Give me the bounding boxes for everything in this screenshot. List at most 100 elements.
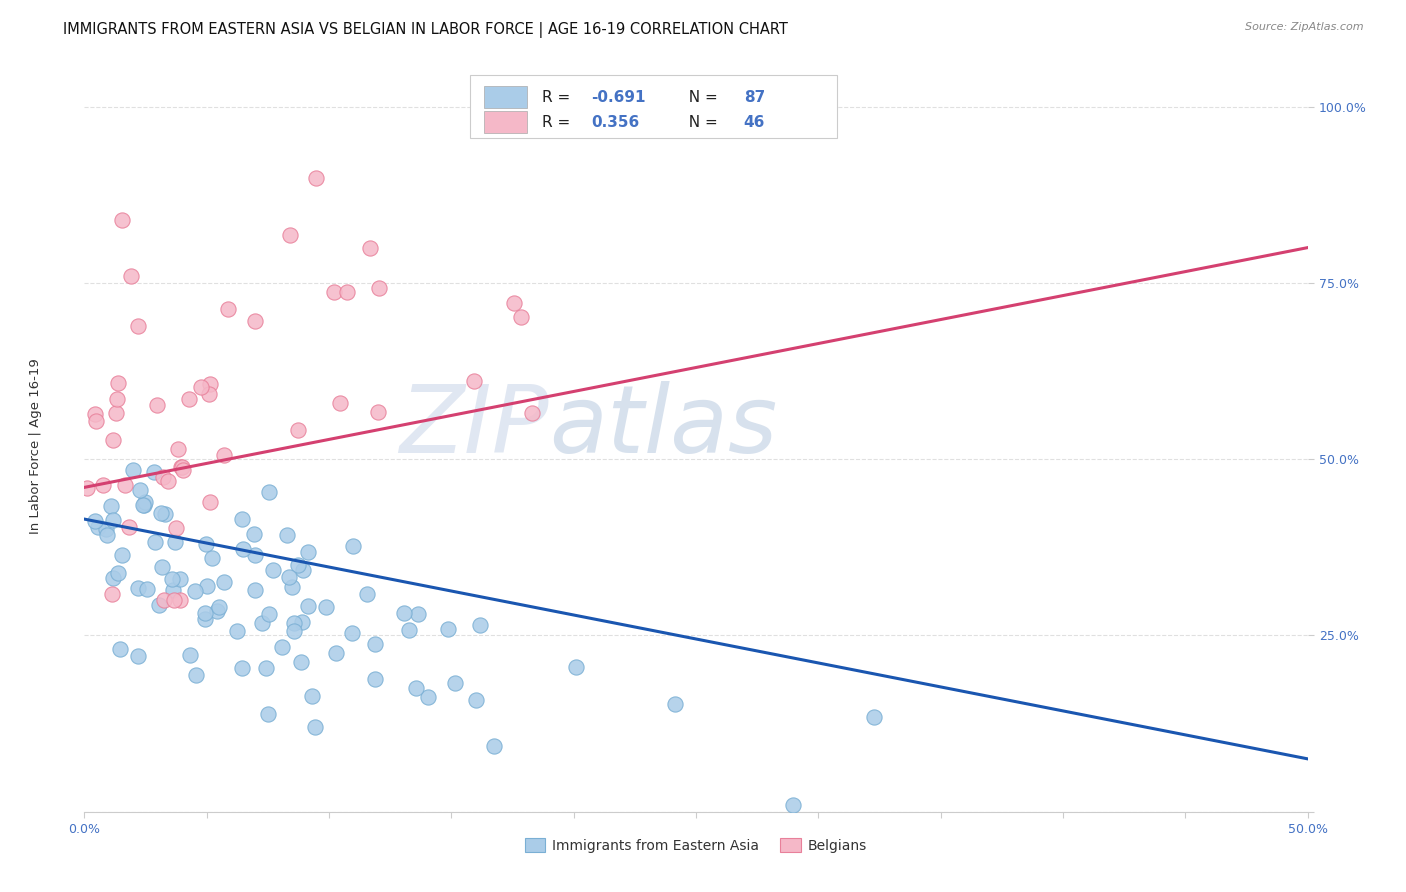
Point — [468, 617, 491, 632]
Point — [142, 465, 165, 479]
Text: 87: 87 — [744, 89, 765, 104]
Point — [184, 584, 207, 599]
Point — [278, 228, 301, 243]
Point — [283, 624, 305, 638]
Legend: Immigrants from Eastern Asia, Belgians: Immigrants from Eastern Asia, Belgians — [519, 832, 873, 858]
Point — [148, 598, 170, 612]
Point — [105, 392, 128, 406]
Point — [170, 460, 193, 475]
Point — [172, 463, 194, 477]
Point — [257, 607, 280, 621]
Point — [565, 660, 588, 674]
Point — [304, 171, 326, 186]
Point — [198, 376, 221, 391]
Point — [122, 463, 145, 477]
Point — [127, 319, 149, 334]
Point — [301, 689, 323, 703]
Point — [271, 640, 294, 654]
Point — [281, 580, 304, 594]
Point — [356, 587, 378, 601]
Point — [243, 314, 266, 328]
Point — [254, 661, 277, 675]
Point — [217, 301, 239, 316]
Point — [292, 563, 315, 577]
FancyBboxPatch shape — [484, 112, 527, 134]
Point — [200, 494, 222, 508]
Point — [156, 474, 179, 488]
Point — [226, 624, 249, 638]
Text: R =: R = — [541, 115, 575, 129]
Point — [243, 527, 266, 541]
Point — [162, 582, 184, 597]
Point — [205, 604, 228, 618]
Point — [262, 563, 284, 577]
Point — [277, 570, 299, 584]
Point — [101, 513, 124, 527]
Text: R =: R = — [541, 89, 575, 104]
FancyBboxPatch shape — [484, 86, 527, 108]
Point — [201, 550, 224, 565]
Point — [405, 681, 427, 696]
Point — [416, 690, 439, 705]
Text: -0.691: -0.691 — [591, 89, 645, 104]
Text: 0.356: 0.356 — [591, 115, 638, 129]
Point — [134, 494, 156, 508]
Point — [104, 406, 127, 420]
Point — [291, 615, 314, 629]
Point — [150, 560, 173, 574]
Point — [114, 478, 136, 492]
Point — [520, 406, 543, 420]
Text: In Labor Force | Age 16-19: In Labor Force | Age 16-19 — [28, 358, 42, 534]
Point — [408, 607, 430, 621]
Point — [136, 582, 159, 596]
Point — [170, 460, 193, 475]
Point — [111, 548, 134, 562]
Point — [111, 213, 134, 227]
Point — [283, 616, 305, 631]
Point — [163, 593, 186, 607]
Point — [208, 599, 231, 614]
Point — [340, 626, 363, 640]
Point — [463, 375, 485, 389]
Point — [194, 611, 217, 625]
Text: N =: N = — [679, 115, 723, 129]
Point — [232, 542, 254, 557]
Point — [503, 296, 526, 310]
Point — [368, 280, 391, 294]
Point — [444, 675, 467, 690]
Point — [84, 413, 107, 427]
Point — [91, 478, 114, 492]
Point — [107, 566, 129, 580]
Point — [190, 380, 212, 394]
Text: ZIP: ZIP — [399, 381, 550, 472]
Point — [336, 285, 359, 299]
Point — [160, 572, 183, 586]
Point — [118, 519, 141, 533]
Point — [149, 506, 172, 520]
Point — [87, 520, 110, 534]
Point — [167, 442, 190, 456]
Point — [165, 520, 187, 534]
Text: atlas: atlas — [550, 381, 778, 472]
Point — [231, 512, 253, 526]
Point — [177, 392, 200, 407]
Point — [482, 739, 505, 753]
Point — [186, 667, 208, 681]
Point — [436, 622, 458, 636]
Point — [367, 405, 389, 419]
Point — [152, 470, 174, 484]
Point — [782, 797, 804, 812]
Point — [287, 558, 309, 573]
Point — [103, 571, 125, 585]
Point — [179, 648, 201, 663]
Point — [103, 434, 125, 448]
Text: 46: 46 — [744, 115, 765, 129]
Point — [329, 396, 352, 410]
Point — [169, 572, 191, 586]
Point — [145, 398, 167, 412]
Point — [664, 697, 686, 711]
Point — [287, 423, 309, 437]
Point — [163, 535, 186, 549]
Point — [197, 387, 219, 401]
Point — [304, 720, 326, 734]
